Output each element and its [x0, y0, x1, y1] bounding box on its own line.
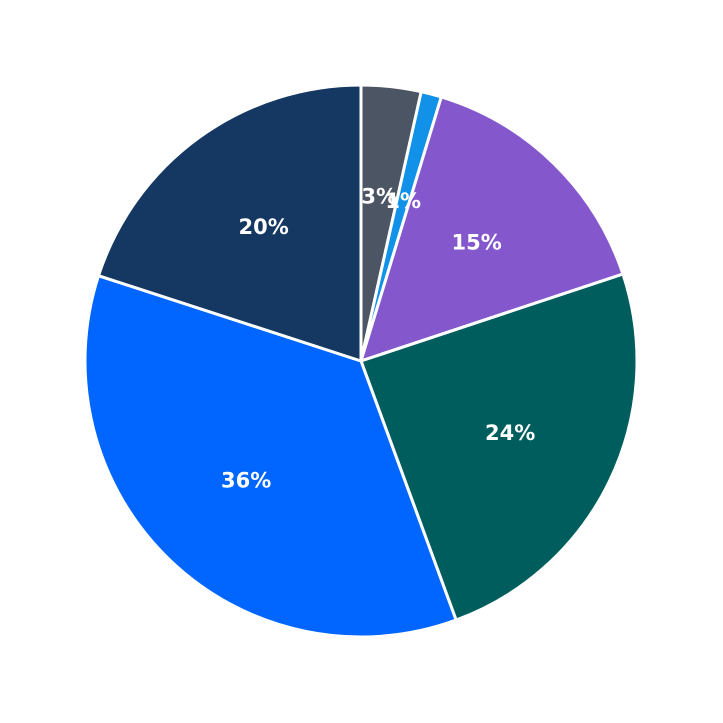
pie-slices — [83, 83, 639, 639]
pie-slice-label-0: 3% — [361, 184, 397, 208]
pie-slice-3 — [359, 272, 639, 622]
pie-slice-4 — [83, 274, 458, 639]
pie-slice-5 — [97, 83, 363, 363]
pie-labels: 3%1% 15% 24% 36% 20% — [221, 184, 535, 492]
pie-slice-label-2: 15% — [451, 230, 501, 254]
pie-slice-label-4: 36% — [221, 468, 271, 492]
pie-slice-label-3: 24% — [485, 421, 535, 445]
pie-slice-label-1: 1% — [385, 189, 421, 213]
pie-slice-label-5: 20% — [239, 215, 289, 239]
